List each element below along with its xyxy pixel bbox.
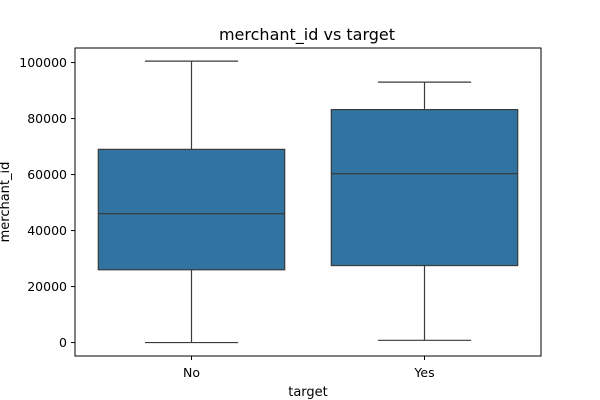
y-tick-label: 40000: [27, 223, 67, 238]
plot-area: [97, 60, 519, 344]
box-no: [97, 148, 286, 271]
y-tick-label: 100000: [19, 55, 67, 70]
y-tick-label: 80000: [27, 111, 67, 126]
box-group-yes: [330, 81, 519, 341]
x-axis: No Yes: [183, 356, 435, 380]
x-tick-label: No: [183, 365, 200, 380]
y-tick-label: 0: [59, 335, 67, 350]
box-yes: [330, 108, 519, 267]
x-tick-label: Yes: [413, 365, 434, 380]
chart-title: merchant_id vs target: [219, 25, 395, 45]
plot-frame: [74, 47, 542, 357]
y-tick-label: 20000: [27, 279, 67, 294]
x-axis-label: target: [288, 385, 328, 400]
y-axis-label: merchant_id: [0, 162, 13, 243]
box-group-no: [97, 60, 286, 344]
y-axis: 0 20000 40000 60000 80000 100000: [19, 55, 75, 350]
y-tick-label: 60000: [27, 167, 67, 182]
